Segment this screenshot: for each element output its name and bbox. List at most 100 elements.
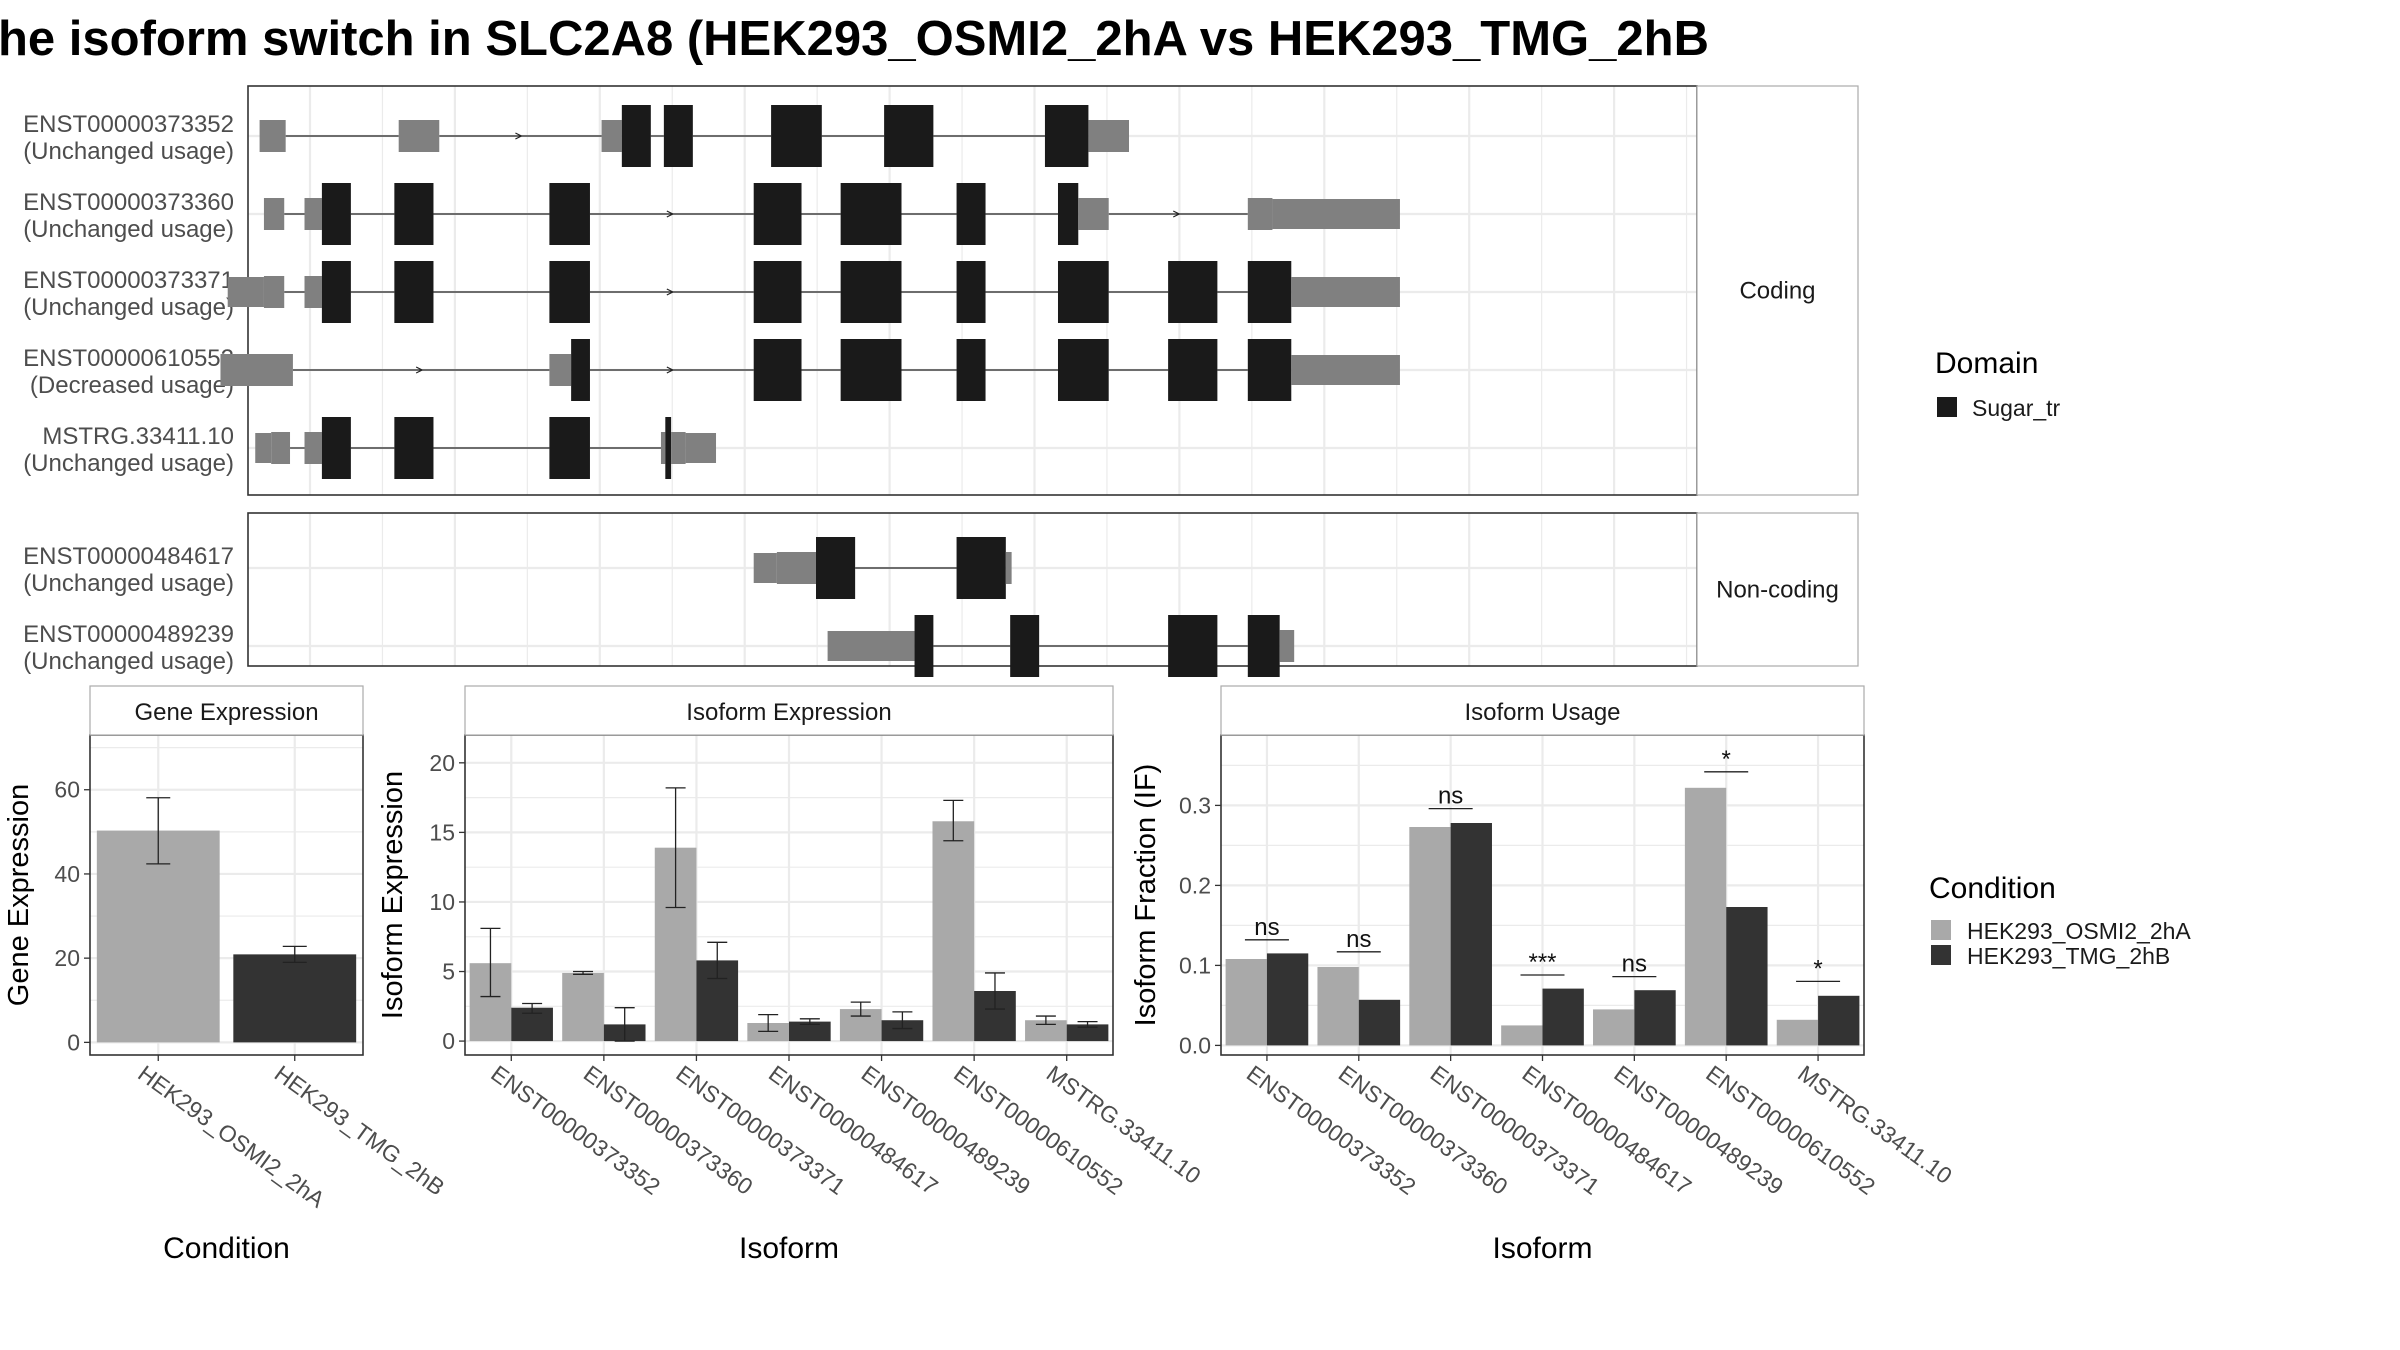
bar bbox=[881, 1020, 924, 1042]
x-tick-label: MSTRG.33411.10 bbox=[1793, 1060, 1957, 1189]
intron-arrow bbox=[666, 210, 675, 218]
utr-exon bbox=[827, 631, 915, 661]
y-axis-label: Isoform Expression bbox=[377, 771, 409, 1019]
x-tick-label: ENST00000373352 bbox=[1242, 1060, 1421, 1200]
transcript-row: ENST00000484617(Unchanged usage) bbox=[23, 537, 1012, 599]
utr-exon bbox=[1272, 199, 1400, 229]
x-tick-label: ENST00000484617 bbox=[764, 1060, 943, 1200]
x-tick-label: ENST00000489239 bbox=[857, 1060, 1036, 1200]
y-tick-label: 20 bbox=[54, 945, 80, 971]
x-tick-label: ENST00000373360 bbox=[579, 1060, 758, 1200]
utr-exon bbox=[271, 432, 291, 464]
domain-exon bbox=[1247, 339, 1292, 401]
utr-exon bbox=[685, 433, 717, 463]
x-tick-label: ENST00000373360 bbox=[1334, 1060, 1513, 1200]
panel-title: Gene Expression bbox=[134, 699, 318, 726]
domain-exon bbox=[621, 105, 651, 167]
utr-exon bbox=[1291, 277, 1400, 307]
domain-exon bbox=[321, 261, 351, 323]
utr-exon bbox=[1247, 198, 1273, 230]
domain-exon bbox=[1057, 183, 1079, 245]
legend-label: Sugar_tr bbox=[1972, 395, 2061, 421]
panel-title: Isoform Expression bbox=[686, 699, 891, 726]
facet-strip bbox=[1696, 85, 1859, 496]
y-tick-label: 0.1 bbox=[1179, 952, 1211, 978]
transcript-id-label: ENST00000489239 bbox=[23, 621, 234, 648]
x-tick-label: ENST00000610552 bbox=[949, 1060, 1128, 1200]
facet-strip bbox=[1696, 512, 1859, 667]
facet-strip-label: Non-coding bbox=[1716, 577, 1839, 604]
x-tick-label: ENST00000373371 bbox=[1426, 1060, 1605, 1200]
significance-label: * bbox=[1722, 746, 1731, 773]
domain-exon bbox=[394, 417, 434, 479]
domain-exon bbox=[663, 105, 693, 167]
x-tick-label: ENST00000489239 bbox=[1609, 1060, 1788, 1200]
utr-exon bbox=[220, 354, 293, 386]
legend-title: Domain bbox=[1935, 347, 2038, 380]
bar bbox=[1225, 959, 1267, 1046]
transcript-row: ENST00000373371(Unchanged usage) bbox=[23, 261, 1400, 323]
utr-exon bbox=[1291, 355, 1400, 385]
transcript-usage-label: (Unchanged usage) bbox=[23, 216, 234, 243]
transcript-id-label: MSTRG.33411.10 bbox=[42, 423, 234, 450]
transcript-row: ENST00000610552(Decreased usage) bbox=[23, 339, 1400, 401]
significance-label: ns bbox=[1438, 783, 1463, 810]
isoform-expression-panel: Isoform Expression 0 5 10 15 20 Isoform Expres… bbox=[377, 685, 1206, 1265]
domain-exon bbox=[956, 537, 1006, 599]
transcript-usage-label: (Unchanged usage) bbox=[23, 648, 234, 675]
facet-strip-label: Coding bbox=[1739, 278, 1815, 305]
transcript-id-label: ENST00000373352 bbox=[23, 111, 234, 138]
intron-arrow bbox=[1172, 210, 1181, 218]
utr-exon bbox=[601, 120, 622, 152]
transcript-row: MSTRG.33411.10(Unchanged usage) bbox=[23, 417, 717, 479]
y-tick-label: 20 bbox=[429, 750, 455, 776]
transcript-row: ENST00000373352(Unchanged usage) bbox=[23, 105, 1129, 167]
domain-exon bbox=[956, 339, 986, 401]
y-tick-label: 0.0 bbox=[1179, 1032, 1211, 1058]
bar bbox=[1818, 995, 1860, 1046]
domain-exon bbox=[1057, 339, 1109, 401]
intron-arrow bbox=[515, 132, 523, 140]
domain-exon bbox=[571, 339, 590, 401]
utr-exon bbox=[1005, 552, 1012, 584]
y-axis-label: Gene Expression bbox=[3, 784, 35, 1006]
legend-label: HEK293_TMG_2hB bbox=[1967, 943, 2170, 969]
domain-exon bbox=[753, 339, 802, 401]
transcript-row: ENST00000489239(Unchanged usage) bbox=[23, 615, 1295, 677]
transcript-usage-label: (Unchanged usage) bbox=[23, 450, 234, 477]
transcript-id-label: ENST00000484617 bbox=[23, 543, 234, 570]
bar bbox=[1684, 787, 1727, 1046]
bar bbox=[1066, 1024, 1109, 1042]
bar bbox=[789, 1021, 831, 1042]
domain-exon bbox=[840, 261, 902, 323]
x-tick-label: ENST00000373371 bbox=[671, 1060, 850, 1200]
utr-exon bbox=[1078, 198, 1109, 230]
utr-exon bbox=[263, 198, 285, 230]
x-axis-label: Condition bbox=[163, 1232, 290, 1265]
domain-exon bbox=[914, 615, 934, 677]
legend-swatch bbox=[1937, 397, 1957, 417]
transcript-id-label: ENST00000610552 bbox=[23, 345, 234, 372]
domain-exon bbox=[840, 339, 902, 401]
y-tick-label: 0 bbox=[442, 1028, 455, 1054]
bar bbox=[233, 954, 357, 1043]
bar bbox=[1317, 967, 1359, 1046]
transcript-usage-label: (Unchanged usage) bbox=[23, 294, 234, 321]
bar bbox=[1593, 1009, 1635, 1046]
transcript-usage-label: (Unchanged usage) bbox=[23, 138, 234, 165]
legends: Domain Sugar_tr Condition HEK293_OSMI2_2hAH… bbox=[1929, 347, 2191, 969]
bar bbox=[1358, 999, 1401, 1046]
utr-exon bbox=[255, 433, 272, 463]
significance-label: * bbox=[1813, 955, 1822, 982]
bar bbox=[1776, 1019, 1819, 1046]
panel-title: Isoform Usage bbox=[1464, 699, 1620, 726]
transcript-id-label: ENST00000373371 bbox=[23, 267, 234, 294]
bar bbox=[562, 972, 604, 1042]
x-tick-label: MSTRG.33411.10 bbox=[1042, 1060, 1206, 1189]
